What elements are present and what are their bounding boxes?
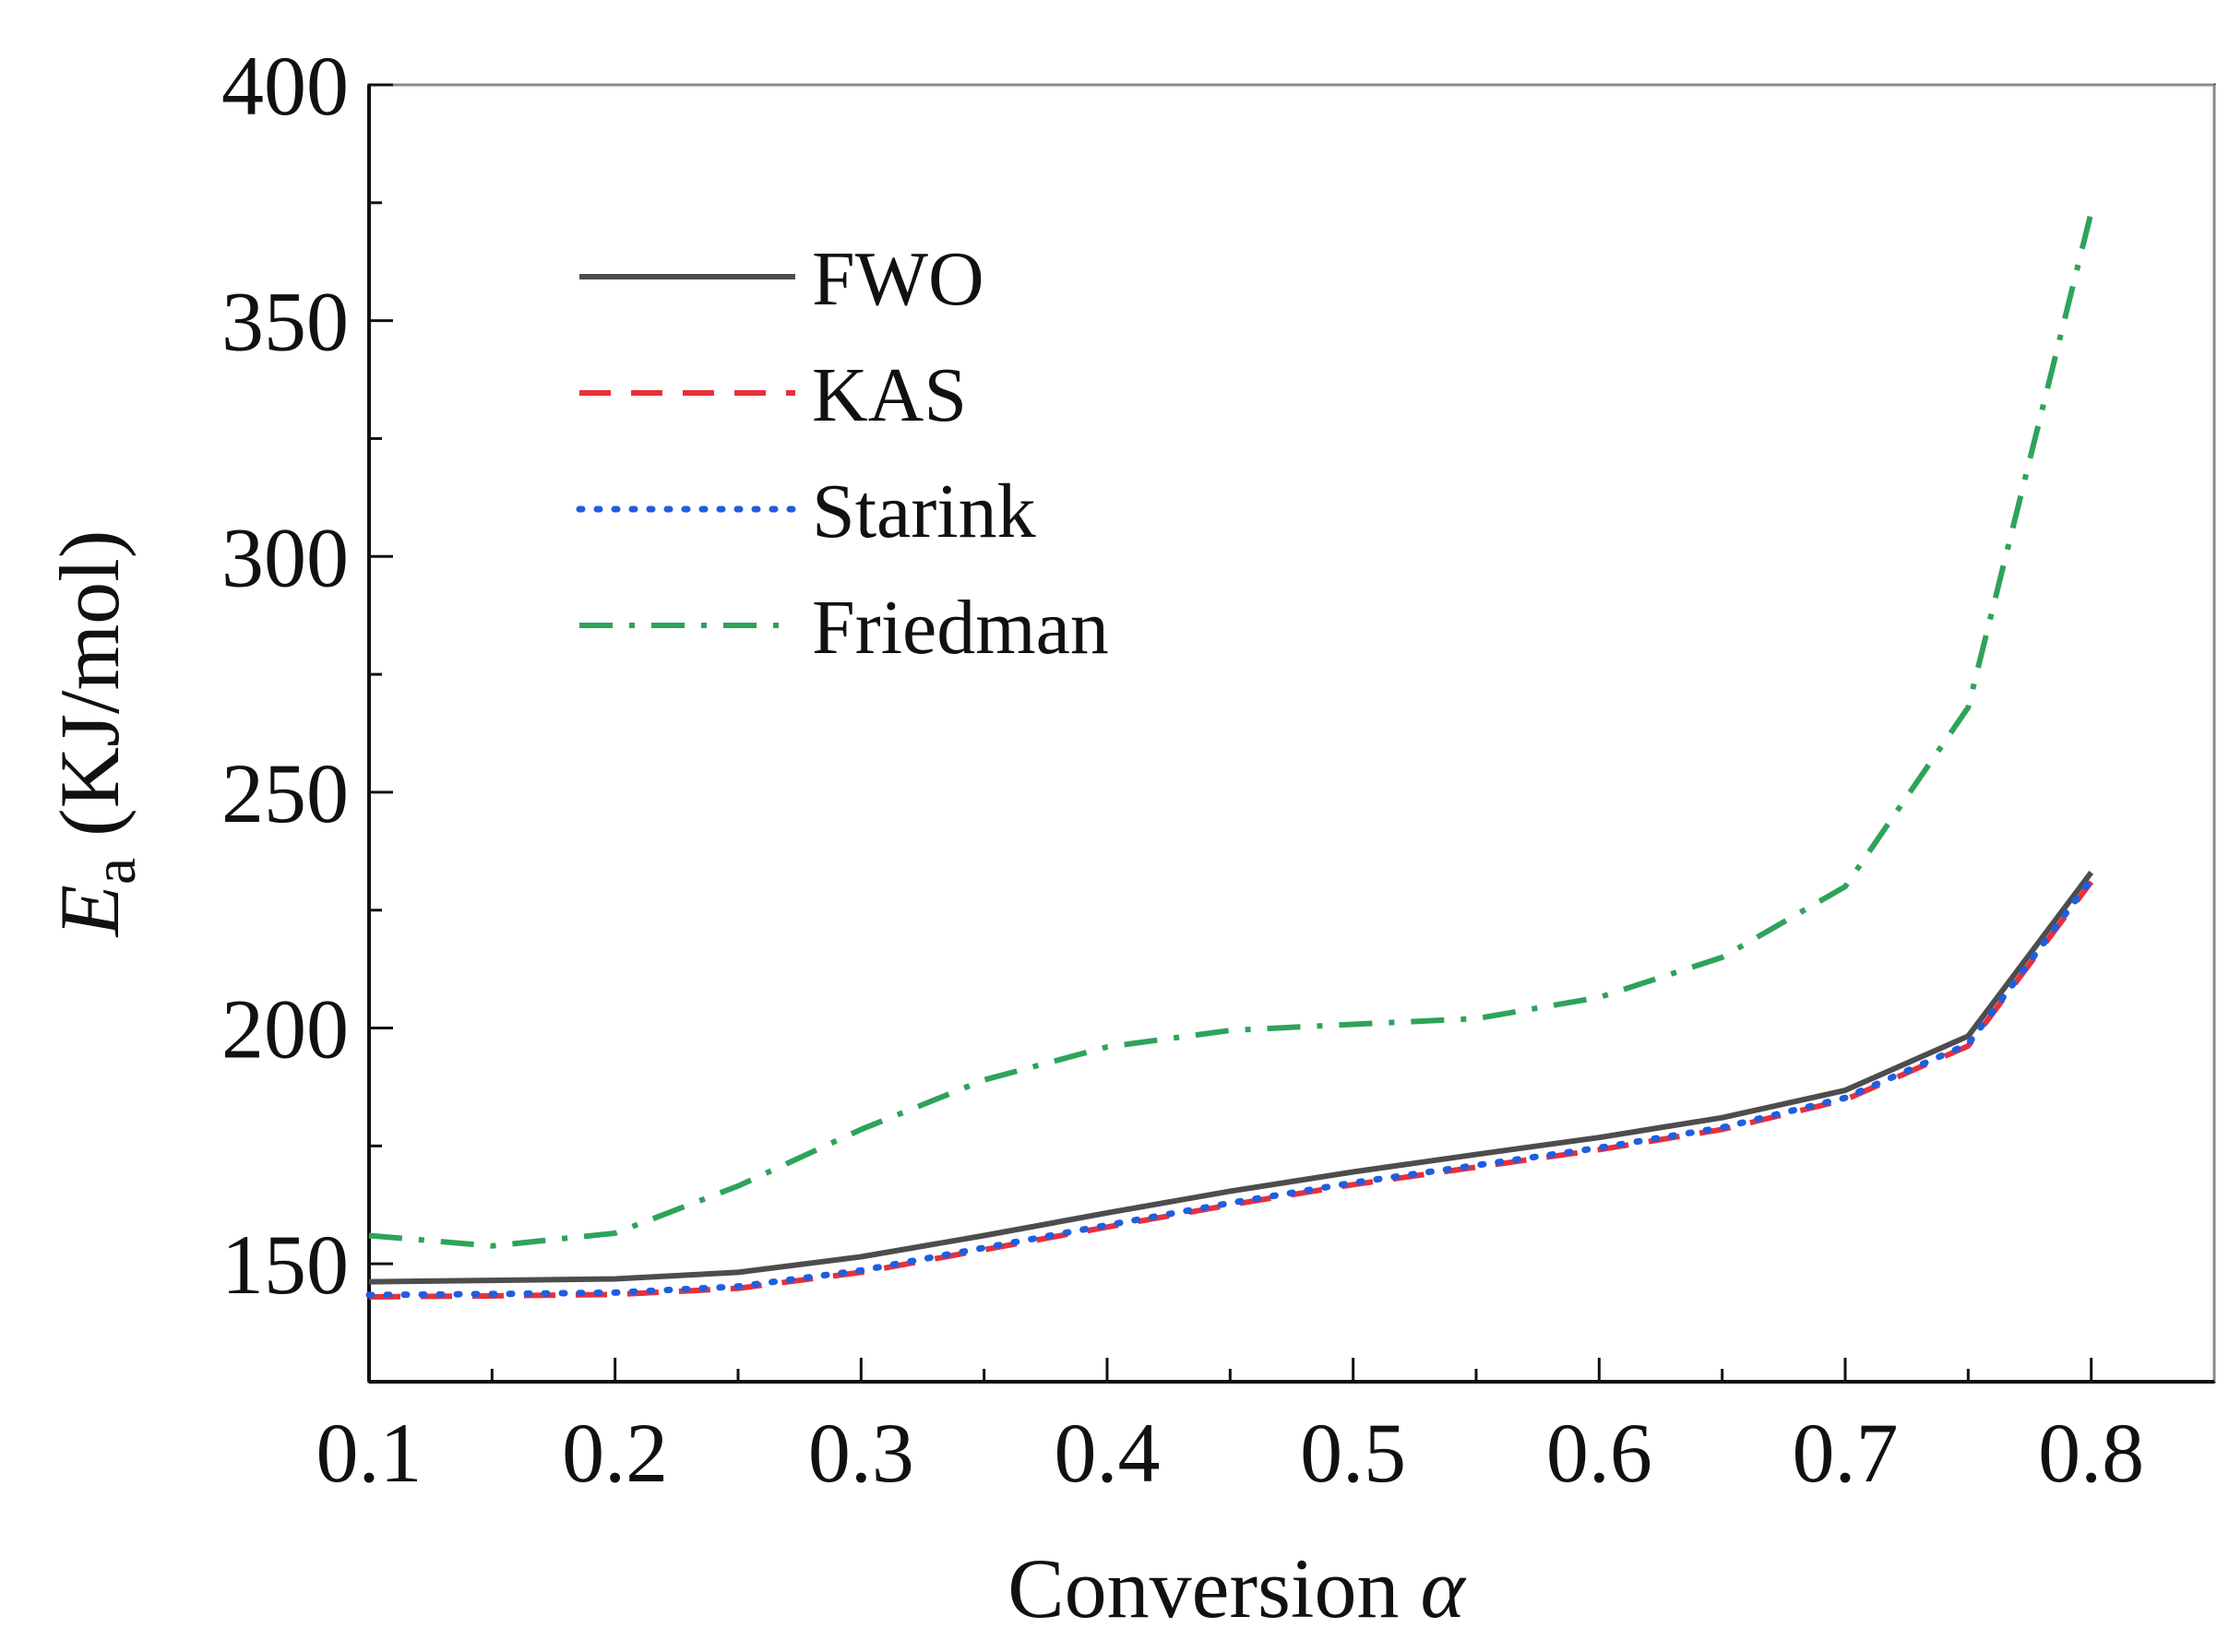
x-tick-label: 0.7 <box>1793 1406 1899 1500</box>
x-tick-label: 0.8 <box>2038 1406 2144 1500</box>
legend-label-friedman: Friedman <box>812 585 1109 671</box>
legend-label-starink: Starink <box>812 469 1036 554</box>
y-tick-label: 250 <box>221 746 349 840</box>
x-tick-label: 0.2 <box>562 1406 668 1500</box>
y-axis-symbol: E <box>42 885 137 938</box>
y-axis-unit: (KJ/mol) <box>42 530 137 858</box>
y-tick-label: 200 <box>221 982 349 1076</box>
x-tick-label: 0.1 <box>316 1406 423 1500</box>
series-line-kas <box>368 880 2094 1300</box>
x-axis-label: Conversion <box>1007 1541 1399 1635</box>
y-tick-label: 150 <box>221 1218 349 1312</box>
y-axis-subscript: a <box>81 858 149 885</box>
plot-area <box>367 83 2216 1384</box>
x-tick-label: 0.4 <box>1055 1406 1161 1500</box>
series-line-fwo <box>368 871 2094 1285</box>
y-tick-label: 300 <box>221 510 349 604</box>
legend-label-kas: KAS <box>812 352 967 438</box>
y-axis-title: Ea (KJ/mol) <box>42 530 149 939</box>
legend: FWO KAS Starink Friedman <box>576 236 1109 671</box>
series-line-friedman <box>368 211 2094 1249</box>
x-axis-title: Conversion α <box>1007 1541 1466 1635</box>
legend-label-fwo: FWO <box>812 236 984 322</box>
x-tick-label: 0.5 <box>1300 1406 1406 1500</box>
series-lines <box>365 211 2095 1300</box>
axis-ticks: 0.1 0.2 0.3 0.4 0.5 0.6 0.7 0.8 150 200 250 300 350 4… <box>221 39 2144 1500</box>
x-tick-label: 0.3 <box>808 1406 914 1500</box>
y-tick-label: 400 <box>221 39 349 133</box>
x-axis-symbol: α <box>1420 1541 1466 1635</box>
series-line-starink <box>365 875 2095 1299</box>
x-tick-label: 0.6 <box>1546 1406 1652 1500</box>
y-tick-label: 350 <box>221 275 349 369</box>
